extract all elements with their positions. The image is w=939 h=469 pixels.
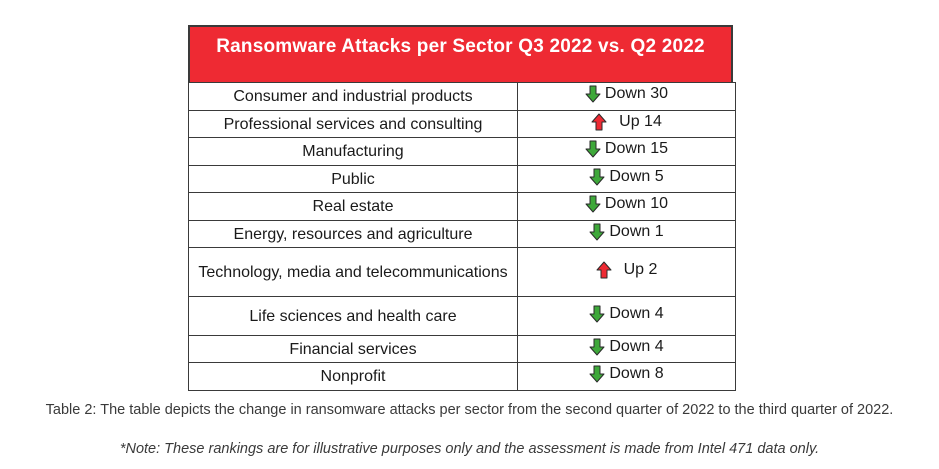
change-cell: Down 1	[517, 220, 736, 248]
change-text: Down 1	[609, 222, 664, 240]
up-arrow-icon	[591, 113, 607, 130]
change-cell: Down 30	[517, 82, 736, 111]
change-text: Down 4	[609, 304, 664, 322]
down-arrow-icon	[589, 365, 605, 383]
change-indicator: Up 14	[591, 113, 662, 131]
change-text: Down 30	[604, 85, 669, 102]
table-row: Public Down 5	[188, 165, 736, 193]
sector-cell: Real estate	[188, 192, 518, 221]
change-indicator: Down 8	[589, 365, 664, 383]
sector-cell: Nonprofit	[188, 362, 518, 391]
change-text: Down 5	[609, 167, 664, 185]
table-note: *Note: These rankings are for illustrati…	[119, 441, 820, 457]
change-text: Up 2	[623, 260, 658, 278]
change-indicator: Down 4	[589, 304, 664, 323]
table-row: Financial services Down 4	[188, 335, 736, 363]
sector-cell: Energy, resources and agriculture	[188, 220, 518, 248]
change-text: Down 8	[609, 365, 664, 382]
up-arrow-icon	[596, 261, 612, 278]
change-indicator: Down 4	[589, 337, 664, 356]
change-indicator: Down 15	[585, 140, 668, 158]
sector-cell: Technology, media and telecommunications	[188, 247, 518, 297]
table-caption: Table 2: The table depicts the change in…	[45, 402, 894, 418]
change-cell: Down 10	[517, 192, 736, 221]
change-text: Down 4	[609, 337, 664, 355]
change-indicator: Up 2	[596, 260, 658, 279]
change-cell: Up 14	[517, 110, 736, 138]
sector-cell: Professional services and consulting	[188, 110, 518, 138]
change-cell: Up 2	[517, 247, 736, 297]
change-indicator: Down 5	[589, 167, 664, 186]
down-arrow-icon	[589, 338, 605, 355]
change-indicator: Down 30	[585, 85, 668, 103]
table-row: Manufacturing Down 15	[188, 137, 736, 166]
change-indicator: Down 1	[589, 222, 664, 241]
change-cell: Down 4	[517, 335, 736, 363]
table-rows: Consumer and industrial products Down 30 P…	[188, 82, 736, 391]
table-row: Nonprofit Down 8	[188, 362, 736, 391]
table-title-bar: Ransomware Attacks per Sector Q3 2022 vs…	[188, 25, 733, 82]
sector-cell: Financial services	[188, 335, 518, 363]
table-row: Professional services and consulting Up 1…	[188, 110, 736, 138]
change-indicator: Down 10	[585, 195, 668, 213]
table-row: Energy, resources and agriculture Down 1	[188, 220, 736, 248]
sector-table-body: Consumer and industrial products Down 30 P…	[188, 82, 736, 391]
table-row: Consumer and industrial products Down 30	[188, 82, 736, 111]
sector-cell: Life sciences and health care	[188, 296, 518, 336]
down-arrow-icon	[589, 223, 605, 240]
down-arrow-icon	[585, 140, 601, 158]
table-row: Real estate Down 10	[188, 192, 736, 221]
down-arrow-icon	[589, 168, 605, 185]
table-row: Life sciences and health care Down 4	[188, 296, 736, 336]
table-title: Ransomware Attacks per Sector Q3 2022 vs…	[216, 36, 705, 57]
change-text: Down 15	[604, 140, 669, 157]
down-arrow-icon	[589, 305, 605, 322]
change-cell: Down 8	[517, 362, 736, 391]
sector-cell: Public	[188, 165, 518, 193]
change-cell: Down 15	[517, 137, 736, 166]
change-text: Up 14	[619, 112, 662, 130]
table-row: Technology, media and telecommunications…	[188, 247, 736, 297]
change-cell: Down 4	[517, 296, 736, 336]
change-cell: Down 5	[517, 165, 736, 193]
change-text: Down 10	[604, 195, 669, 212]
sector-cell: Manufacturing	[188, 137, 518, 166]
down-arrow-icon	[585, 85, 601, 103]
sector-cell: Consumer and industrial products	[188, 82, 518, 111]
ransomware-sector-table: Ransomware Attacks per Sector Q3 2022 vs…	[188, 25, 736, 391]
down-arrow-icon	[585, 195, 601, 213]
